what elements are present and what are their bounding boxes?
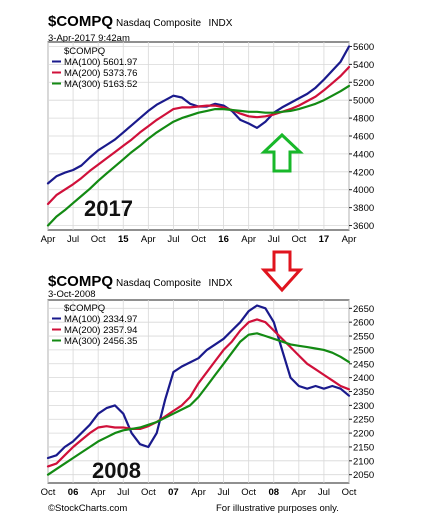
x-tick-label: 06 <box>68 487 79 498</box>
x-tick-label: Apr <box>291 487 306 498</box>
legend-entry: MA(200) 5373.76 <box>64 68 137 79</box>
green-up-arrow-icon <box>260 132 304 173</box>
y-tick-label: 4400 <box>353 149 374 160</box>
legend-entry: MA(100) 5601.97 <box>64 57 137 68</box>
y-tick-label: 2050 <box>353 470 374 481</box>
top-chart-title: Nasdaq Composite <box>116 18 202 29</box>
x-tick-label: 07 <box>168 487 179 498</box>
bottom-chart-title: Nasdaq Composite <box>116 278 202 289</box>
x-tick-label: Oct <box>91 234 106 245</box>
y-tick-label: 3600 <box>353 221 374 232</box>
x-tick-label: Jul <box>167 234 179 245</box>
legend-entry: MA(200) 2357.94 <box>64 325 137 336</box>
series-line-2 <box>46 66 351 206</box>
series-line-1 <box>46 304 351 460</box>
y-tick-label: 5000 <box>353 96 374 107</box>
x-tick-label: 16 <box>218 234 229 245</box>
x-tick-label: Apr <box>191 487 206 498</box>
y-tick-label: 2500 <box>353 345 374 356</box>
x-tick-label: Apr <box>141 234 156 245</box>
x-tick-label: Apr <box>41 234 56 245</box>
series-line-3 <box>46 332 351 476</box>
x-tick-label: Apr <box>342 234 357 245</box>
x-tick-label: 08 <box>268 487 279 498</box>
x-tick-label: Jul <box>318 487 330 498</box>
y-tick-label: 2550 <box>353 332 374 343</box>
y-tick-label: 2150 <box>353 442 374 453</box>
y-tick-label: 4800 <box>353 114 374 125</box>
series-line-2 <box>46 318 351 468</box>
x-tick-label: Apr <box>91 487 106 498</box>
y-tick-label: 2600 <box>353 318 374 329</box>
top-chart: 3600 3800 4000 4200 4400 4600 4800 5000 5200 5400… <box>41 41 374 245</box>
y-tick-label: 4600 <box>353 132 374 143</box>
bottom-chart-symbol: $COMPQ <box>48 273 114 290</box>
y-tick-label: 2350 <box>353 387 374 398</box>
y-tick-label: 5200 <box>353 78 374 89</box>
x-tick-label: 17 <box>319 234 330 245</box>
bottom-chart-date: 3-Oct-2008 <box>48 289 96 300</box>
red-down-arrow-icon <box>260 250 304 293</box>
footer-disclaimer: For illustrative purposes only. <box>216 503 339 514</box>
top-chart-symbol: $COMPQ <box>48 13 114 30</box>
x-tick-label: Jul <box>67 234 79 245</box>
y-tick-label: 2400 <box>353 373 374 384</box>
footer-copyright: ©StockCharts.com <box>48 503 128 514</box>
x-tick-label: Oct <box>291 234 306 245</box>
y-tick-label: 2100 <box>353 456 374 467</box>
x-tick-label: Jul <box>268 234 280 245</box>
bottom-chart-exchange: INDX <box>208 278 233 289</box>
y-tick-label: 3800 <box>353 203 374 214</box>
chart-1-group: 2050 2100 2150 2200 2250 2300 2350 2400 2450 2500… <box>41 250 374 498</box>
x-tick-label: 15 <box>118 234 129 245</box>
legend-title: $COMPQ <box>64 303 105 314</box>
x-tick-label: Oct <box>41 487 56 498</box>
legend-entry: MA(100) 2334.97 <box>64 314 137 325</box>
top-chart-exchange: INDX <box>208 18 233 29</box>
y-tick-label: 5400 <box>353 60 374 71</box>
y-tick-label: 2300 <box>353 401 374 412</box>
y-tick-label: 2200 <box>353 429 374 440</box>
x-tick-label: Apr <box>241 234 256 245</box>
top-chart-date: 3-Apr-2017 9:42am <box>48 33 130 44</box>
x-tick-label: Oct <box>141 487 156 498</box>
y-tick-label: 2650 <box>353 304 374 315</box>
legend-entry: MA(300) 5163.52 <box>64 79 137 90</box>
y-tick-label: 2450 <box>353 359 374 370</box>
series-line-3 <box>46 84 351 227</box>
bottom-chart-header: $COMPQ Nasdaq Composite INDX <box>48 274 232 290</box>
x-tick-label: Jul <box>117 487 129 498</box>
x-tick-label: Jul <box>218 487 230 498</box>
top-chart-header: $COMPQ Nasdaq Composite INDX <box>48 14 232 30</box>
legend-title: $COMPQ <box>64 46 105 57</box>
x-tick-label: Oct <box>342 487 357 498</box>
y-tick-label: 4000 <box>353 185 374 196</box>
year-label: 2008 <box>92 458 141 483</box>
y-tick-label: 4200 <box>353 167 374 178</box>
x-tick-label: Oct <box>191 234 206 245</box>
y-tick-label: 5600 <box>353 42 374 53</box>
year-label: 2017 <box>84 196 133 221</box>
chart-0-group: 3600 3800 4000 4200 4400 4600 4800 5000 5200 5400… <box>41 41 374 245</box>
y-tick-label: 2250 <box>353 415 374 426</box>
x-tick-label: Oct <box>241 487 256 498</box>
legend-entry: MA(300) 2456.35 <box>64 336 137 347</box>
